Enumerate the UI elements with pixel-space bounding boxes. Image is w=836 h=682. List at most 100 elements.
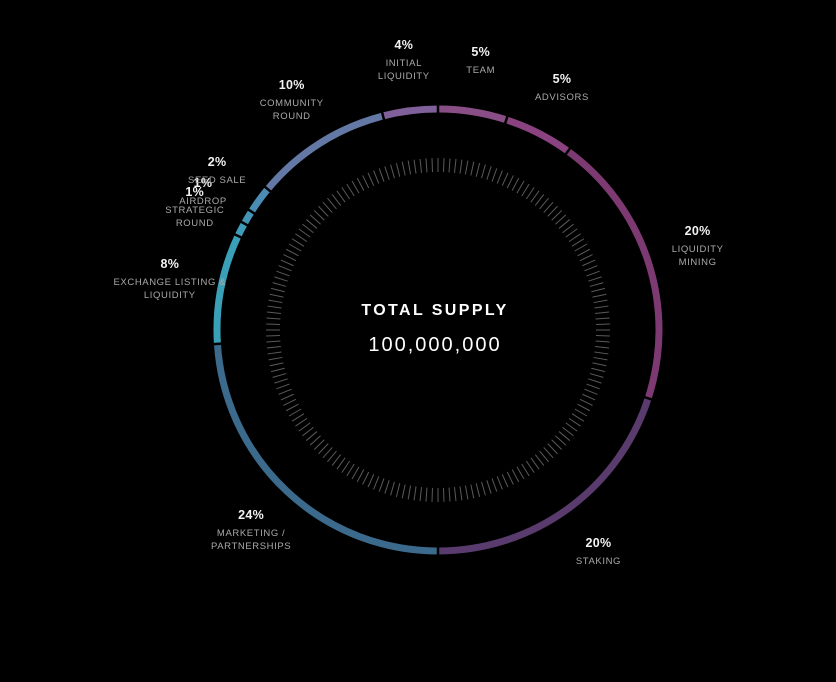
inner-tick <box>413 159 417 174</box>
inner-tick <box>591 367 606 373</box>
inner-tick <box>586 270 600 277</box>
slice-percent: 2% <box>207 154 227 169</box>
inner-tick <box>464 160 469 175</box>
inner-tick <box>464 485 469 500</box>
inner-tick <box>269 293 284 298</box>
inner-tick <box>280 259 294 267</box>
slice-percent: 24% <box>238 507 265 522</box>
inner-tick <box>378 168 385 182</box>
inner-tick <box>593 356 608 361</box>
inner-tick <box>351 466 360 480</box>
inner-tick <box>511 177 520 191</box>
inner-tick <box>565 228 578 238</box>
inner-tick <box>285 248 299 257</box>
slice-divider <box>380 109 386 123</box>
inner-tick <box>413 486 417 501</box>
center-title: TOTAL SUPPLY <box>361 302 509 319</box>
inner-tick <box>568 233 581 243</box>
slice-percent: 8% <box>160 257 180 272</box>
inner-tick <box>267 351 282 355</box>
inner-tick <box>346 463 355 477</box>
inner-tick <box>278 388 292 395</box>
inner-tick <box>346 183 355 197</box>
inner-tick <box>309 214 321 225</box>
inner-tick <box>558 431 571 441</box>
inner-tick <box>577 403 591 412</box>
slice-label: 24% MARKETING / PARTNERSHIPS <box>211 508 291 553</box>
inner-tick <box>448 487 451 502</box>
inner-tick <box>521 463 530 477</box>
inner-tick <box>419 158 422 173</box>
inner-tick <box>302 426 314 437</box>
inner-tick <box>367 172 375 186</box>
inner-tick <box>506 175 514 189</box>
inner-tick <box>305 431 318 441</box>
slice-label: 5% TEAM <box>466 45 495 77</box>
inner-tick <box>595 311 610 314</box>
inner-tick <box>322 447 333 459</box>
inner-tick-ring <box>266 158 610 502</box>
inner-tick <box>318 205 329 217</box>
slice-divider <box>563 145 573 157</box>
inner-tick <box>270 367 285 373</box>
slice-arc <box>234 221 248 238</box>
inner-tick <box>486 480 492 494</box>
inner-tick <box>586 383 600 390</box>
inner-tick <box>481 481 486 496</box>
inner-tick <box>595 317 610 320</box>
inner-tick <box>588 378 602 384</box>
inner-tick <box>501 474 509 488</box>
inner-tick <box>291 413 305 422</box>
inner-tick <box>336 190 346 203</box>
inner-tick <box>390 164 395 179</box>
inner-tick <box>341 187 351 200</box>
slice-percent: 20% <box>684 224 711 239</box>
inner-tick <box>594 351 609 355</box>
inner-tick <box>288 243 302 252</box>
inner-tick <box>589 282 604 287</box>
inner-tick <box>496 476 503 490</box>
inner-tick <box>298 422 311 432</box>
slice-label: 2% SEED SALE <box>188 155 246 187</box>
inner-tick <box>266 346 281 349</box>
inner-tick <box>384 166 390 180</box>
inner-tick <box>534 454 545 466</box>
inner-tick <box>356 177 365 191</box>
slice-arc <box>265 112 384 192</box>
inner-tick <box>496 170 503 184</box>
inner-tick <box>481 164 486 179</box>
inner-tick <box>401 484 406 499</box>
inner-tick <box>419 487 422 502</box>
inner-tick <box>341 460 351 473</box>
inner-tick <box>534 194 545 206</box>
slice-arc <box>213 234 242 345</box>
inner-tick <box>309 435 321 446</box>
inner-tick <box>266 340 281 343</box>
inner-tick <box>582 259 596 267</box>
slice-arc <box>505 116 570 155</box>
inner-tick <box>525 187 535 200</box>
inner-tick <box>378 478 385 492</box>
inner-tick <box>562 426 574 437</box>
inner-tick <box>448 158 451 173</box>
inner-tick <box>336 457 346 470</box>
inner-tick <box>579 254 593 262</box>
inner-tick <box>272 282 287 287</box>
inner-tick <box>425 487 428 502</box>
inner-tick <box>373 476 380 490</box>
inner-tick <box>558 219 571 229</box>
slice-label: 20% STAKING <box>576 536 621 568</box>
inner-tick <box>454 487 457 502</box>
slice-divider <box>238 219 251 228</box>
inner-tick <box>594 305 609 309</box>
inner-tick <box>318 443 329 455</box>
inner-tick <box>595 346 610 349</box>
slice-label: 5% ADVISORS <box>535 72 589 104</box>
inner-tick <box>266 317 281 320</box>
slice-name: EXCHANGE LISTING & LIQUIDITY <box>113 277 227 302</box>
inner-tick <box>425 158 428 173</box>
slice-name: AIRDROP <box>179 196 227 208</box>
inner-tick <box>276 270 290 277</box>
inner-tick <box>591 287 606 293</box>
